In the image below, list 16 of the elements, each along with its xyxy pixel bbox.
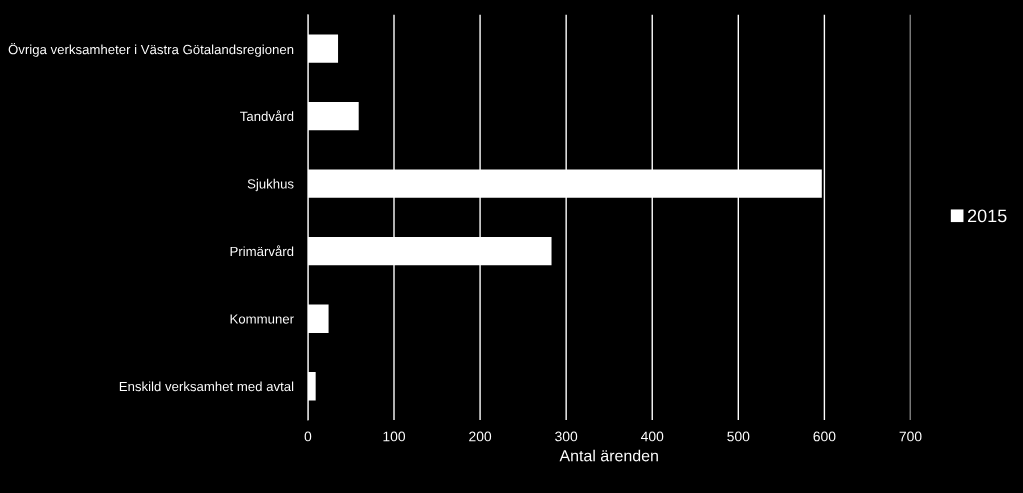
- y-tick-label: Kommuner: [230, 314, 294, 324]
- legend-label: 2015: [967, 209, 1007, 223]
- x-tick-label: 500: [727, 431, 750, 442]
- x-tick-label: 100: [383, 431, 406, 442]
- y-tick-label: Tandvård: [240, 110, 294, 122]
- x-axis-title: Antal ärenden: [559, 449, 658, 462]
- x-tick-label: 200: [469, 431, 492, 442]
- y-tick-label: Övriga verksamheter i Västra Götalandsregionen: [8, 43, 294, 57]
- x-tick-label: 0: [304, 431, 312, 442]
- x-tick-label: 400: [640, 431, 664, 442]
- y-tick-label: Primärvård: [230, 245, 294, 257]
- x-tick-label: 600: [813, 431, 836, 442]
- y-tick-label: Sjukhus: [247, 178, 294, 192]
- x-tick-label: 300: [555, 431, 578, 442]
- x-tick-label: 700: [899, 431, 922, 442]
- y-tick-label: Enskild verksamhet med avtal: [119, 381, 294, 392]
